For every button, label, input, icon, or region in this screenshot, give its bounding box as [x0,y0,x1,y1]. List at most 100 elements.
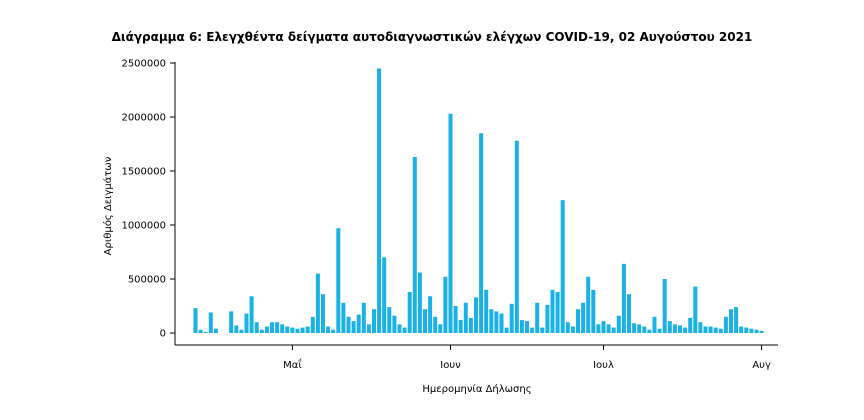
bar [535,302,540,333]
bar [341,302,346,333]
bar [402,327,407,333]
x-tick-label: Μαΐ [283,357,302,371]
bar [366,324,371,333]
bars-group [193,68,764,334]
bar [744,327,749,333]
bar [443,276,448,333]
bar [193,308,198,333]
x-ticks: Μαΐ Ιουν Ιουλ Αυγ [283,345,771,371]
bar [479,133,484,333]
bar [417,272,422,333]
bar [667,321,672,333]
bar [734,307,739,333]
x-tick-label: Ιουλ [593,360,614,371]
bar [545,304,550,333]
y-tick-label: 1000000 [121,221,166,232]
y-tick-label: 500000 [128,275,166,286]
bar [504,327,509,333]
bar [519,320,524,333]
bar [560,200,565,333]
bar [326,326,331,333]
bar [718,328,723,333]
bar [576,309,580,333]
bar [407,291,412,333]
bar [229,311,234,333]
bar [754,329,759,333]
bar [433,316,438,333]
bar [331,329,336,333]
bar [723,316,728,333]
bar [632,323,637,333]
bar [688,317,693,333]
bar [346,316,351,333]
bar [239,329,244,333]
bar [295,328,300,333]
y-ticks: 0 500000 1000000 1500000 2000000 2500000 [121,59,175,340]
y-tick-label: 0 [160,329,166,340]
bar [662,279,667,333]
bar [698,322,703,333]
bar [208,312,213,333]
bar [448,113,453,333]
bar [713,327,718,333]
bar [264,326,269,333]
bar [616,315,621,333]
bar [280,324,285,333]
bar [438,324,443,333]
bar [581,302,586,333]
bar [351,321,356,333]
bar [275,322,280,333]
y-axis-title: Αριθμός Δειγμάτων [102,156,114,255]
bar [642,326,647,333]
bar [484,289,489,333]
bar [739,326,744,333]
bar [708,326,713,333]
bar [382,257,387,333]
bar [565,322,570,333]
bar [474,297,478,333]
bar [285,326,290,333]
bar [356,314,361,333]
bar [203,331,208,333]
bar [683,327,688,333]
y-tick-label: 1500000 [121,167,166,178]
bar [234,325,239,333]
bar [749,328,754,333]
bar [259,329,264,333]
y-tick-label: 2000000 [121,113,166,124]
bar [530,327,535,333]
bar [300,327,305,333]
bar [657,328,662,333]
bar [321,294,325,333]
bar [387,307,392,333]
bar [540,327,545,333]
bar [525,321,529,333]
bar [249,296,254,333]
bar [468,317,473,333]
bar [244,313,249,333]
bar [453,306,458,333]
bar [570,326,575,333]
x-tick-label: Ιουν [440,360,461,371]
bar [693,286,698,333]
bar [412,156,417,333]
bar [550,289,555,333]
bar [336,228,341,333]
bar [213,328,218,333]
bar [392,315,397,333]
bar [290,327,295,333]
bar [489,309,494,333]
bar [759,330,764,333]
bar [397,324,402,333]
bar [315,273,320,333]
bar [361,302,366,333]
bar [377,68,382,334]
x-axis-title: Ημερομηνία Δήλωσης [422,383,531,395]
bar [499,313,504,333]
bar [458,320,463,333]
bar [627,294,631,333]
bar [463,302,468,333]
bar [652,316,657,333]
bar [672,324,677,333]
